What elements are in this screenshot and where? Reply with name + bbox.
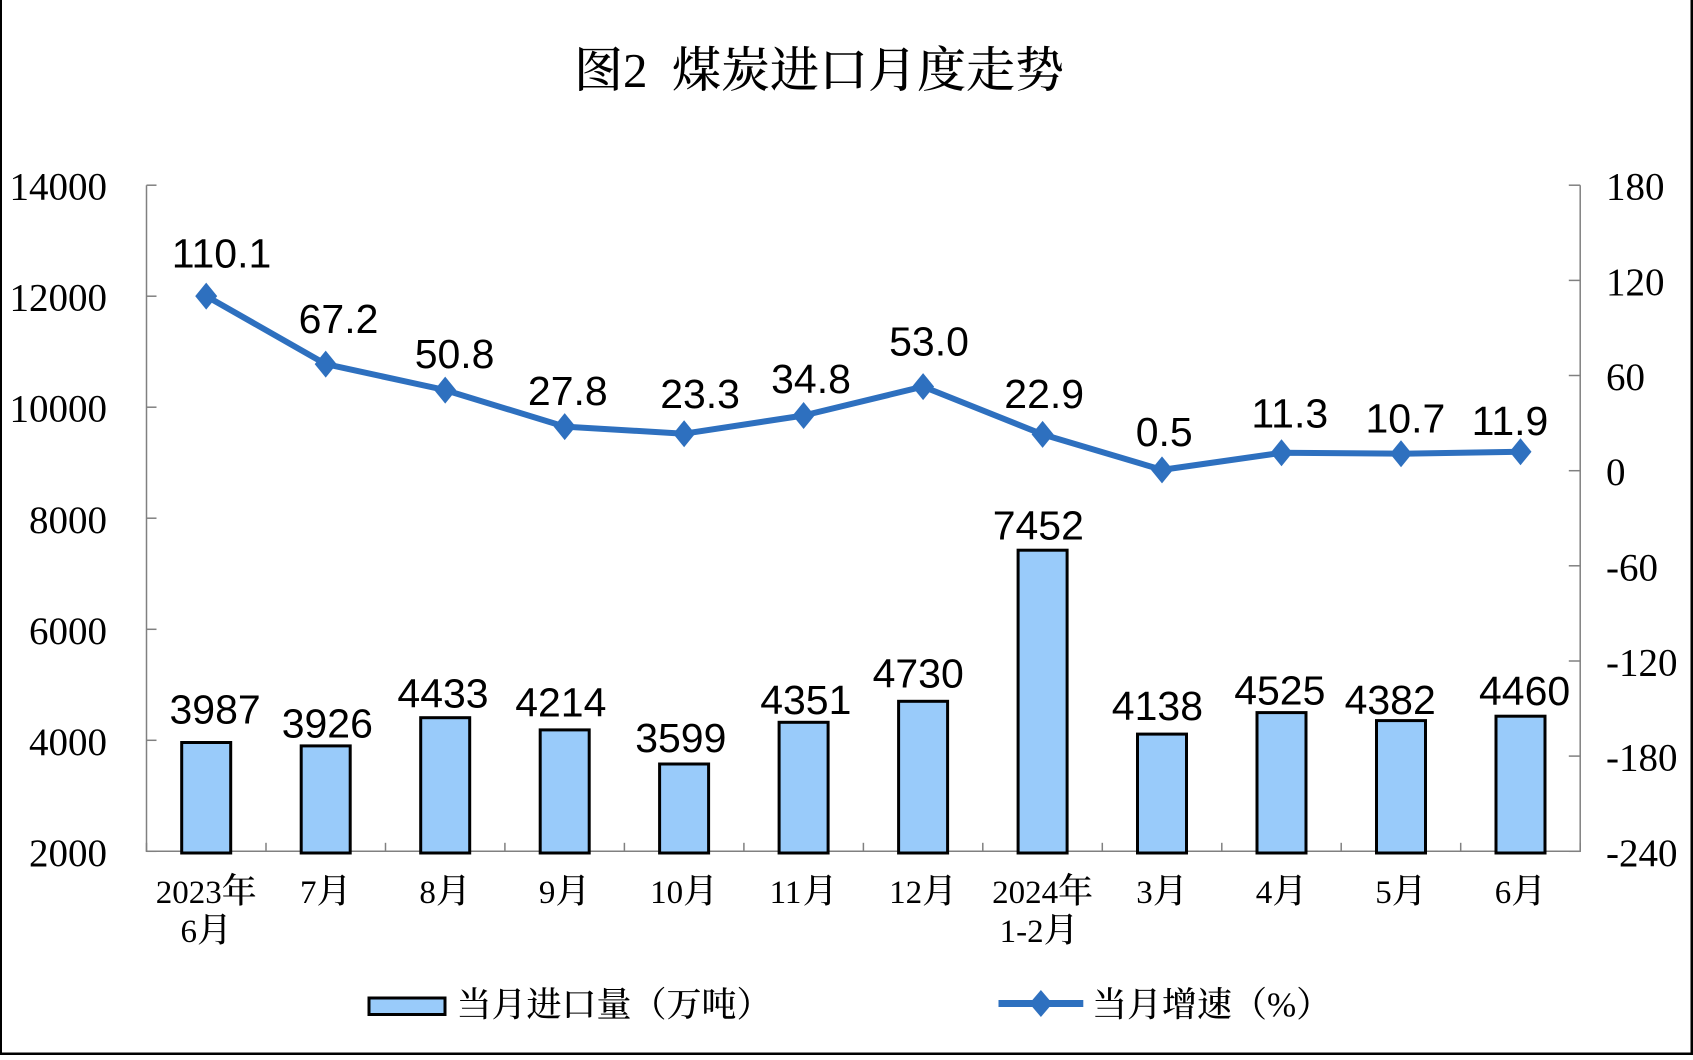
svg-text:7: 7 — [300, 875, 317, 911]
svg-text:8: 8 — [419, 875, 436, 911]
svg-text:10000: 10000 — [10, 388, 108, 431]
svg-text:10: 10 — [650, 875, 683, 911]
svg-text:4433: 4433 — [397, 671, 488, 717]
svg-text:110.1: 110.1 — [172, 231, 272, 277]
svg-text:2023: 2023 — [156, 875, 222, 911]
svg-text:2024: 2024 — [992, 875, 1058, 911]
svg-text:120: 120 — [1606, 261, 1665, 304]
svg-text:6000: 6000 — [29, 610, 107, 653]
svg-text:3926: 3926 — [282, 701, 373, 747]
svg-text:22.9: 22.9 — [1004, 371, 1084, 417]
svg-text:27.8: 27.8 — [528, 368, 608, 414]
svg-text:-180: -180 — [1606, 737, 1678, 780]
svg-text:3: 3 — [1136, 875, 1153, 911]
svg-text:53.0: 53.0 — [889, 318, 969, 364]
svg-text:3987: 3987 — [169, 687, 260, 733]
svg-text:50.8: 50.8 — [415, 331, 495, 377]
svg-text:7452: 7452 — [993, 503, 1084, 549]
svg-text:4525: 4525 — [1234, 668, 1325, 714]
svg-text:12: 12 — [889, 875, 922, 911]
svg-text:14000: 14000 — [10, 166, 108, 209]
svg-text:67.2: 67.2 — [299, 296, 379, 342]
svg-text:4138: 4138 — [1112, 683, 1203, 729]
svg-text:11.3: 11.3 — [1251, 391, 1328, 437]
svg-text:11: 11 — [770, 875, 802, 911]
svg-text:180: 180 — [1606, 166, 1665, 209]
svg-text:23.3: 23.3 — [660, 371, 740, 417]
svg-text:8000: 8000 — [29, 499, 107, 542]
svg-text:2: 2 — [623, 43, 648, 98]
svg-text:4382: 4382 — [1345, 677, 1436, 723]
svg-text:3599: 3599 — [635, 715, 726, 761]
svg-text:34.8: 34.8 — [771, 356, 851, 402]
svg-text:0.5: 0.5 — [1136, 409, 1193, 455]
svg-text:-240: -240 — [1606, 832, 1678, 875]
svg-text:4000: 4000 — [29, 721, 107, 764]
svg-text:5: 5 — [1375, 875, 1392, 911]
svg-text:10.7: 10.7 — [1365, 395, 1445, 441]
svg-text:-60: -60 — [1606, 546, 1658, 589]
svg-text:6: 6 — [181, 914, 198, 950]
svg-text:4351: 4351 — [760, 677, 851, 723]
svg-text:12000: 12000 — [10, 277, 108, 320]
svg-text:11.9: 11.9 — [1472, 398, 1549, 444]
svg-text:-120: -120 — [1606, 642, 1678, 685]
svg-text:6: 6 — [1495, 875, 1512, 911]
svg-text:4460: 4460 — [1479, 668, 1570, 714]
svg-text:0: 0 — [1606, 451, 1626, 494]
svg-text:4: 4 — [1256, 875, 1273, 911]
svg-text:%: % — [1267, 986, 1296, 1025]
svg-text:4730: 4730 — [873, 651, 964, 697]
svg-text:9: 9 — [539, 875, 556, 911]
svg-text:1-2: 1-2 — [1000, 914, 1044, 950]
svg-text:2000: 2000 — [29, 832, 107, 875]
svg-text:60: 60 — [1606, 356, 1645, 399]
svg-text:4214: 4214 — [515, 680, 606, 726]
